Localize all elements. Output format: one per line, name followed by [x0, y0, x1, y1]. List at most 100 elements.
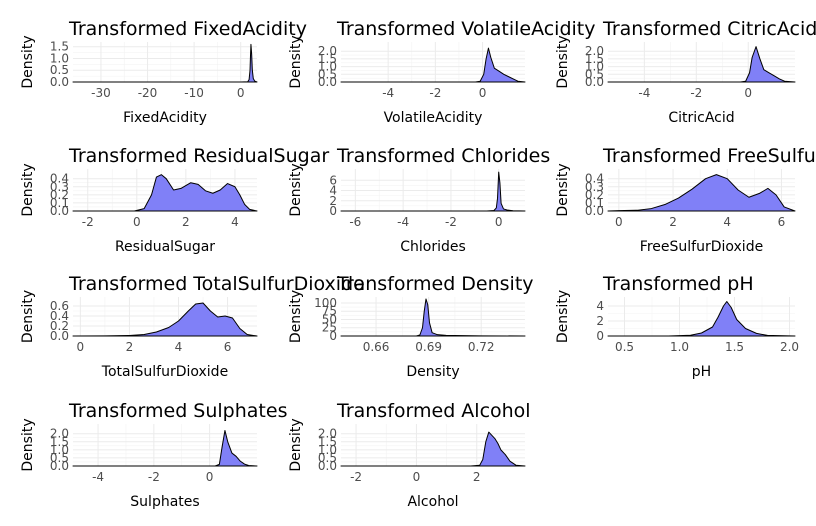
- y-tick-label: 1.0: [318, 60, 337, 74]
- panel-title: Transformed ResidualSugar: [68, 145, 329, 167]
- y-tick-label: 2.0: [585, 44, 604, 58]
- x-tick-label: 0.66: [363, 340, 390, 354]
- minor-grid: [608, 297, 795, 336]
- y-tick-label: 0.5: [50, 63, 69, 77]
- y-tick-label: 0.3: [585, 180, 604, 194]
- y-tick-label: 0.4: [585, 172, 604, 186]
- y-tick-label: 0.5: [318, 451, 337, 465]
- density-panel-8: 0.5 1.0 1.5 2.0 024 pH Density Transformed pH: [555, 273, 799, 380]
- x-tick-label: -4: [382, 86, 394, 100]
- y-tick-label: 1.5: [318, 52, 337, 66]
- y-tick-label: 0.0: [318, 459, 337, 473]
- x-tick-label: 6: [224, 340, 232, 354]
- y-tick-label: 75: [322, 304, 337, 318]
- y-tick-label: 0.0: [50, 459, 69, 473]
- x-tick-label: 0.69: [415, 340, 442, 354]
- x-tick-label: 1.5: [725, 340, 744, 354]
- y-tick-label: 0.3: [50, 180, 69, 194]
- y-tick-label: 2.0: [318, 44, 337, 58]
- y-tick-label: 0: [329, 329, 337, 343]
- x-axis-title: Density: [406, 364, 459, 380]
- y-tick-label: 4: [329, 184, 337, 198]
- x-tick-label: 0: [237, 86, 245, 100]
- y-tick-label: 0.0: [585, 75, 604, 89]
- y-tick-label: 0.0: [318, 75, 337, 89]
- x-tick-label: -2: [350, 470, 362, 484]
- y-tick-label: 0.2: [585, 188, 604, 202]
- x-tick-label: 4: [231, 215, 239, 229]
- panel-title: Transformed Sulphates: [68, 400, 287, 422]
- density-area: [72, 302, 258, 337]
- x-tick-label: -10: [184, 86, 204, 100]
- y-tick-label: 0.0: [585, 204, 604, 218]
- x-tick-label: 4: [723, 215, 731, 229]
- y-tick-label: 0.6: [50, 299, 69, 313]
- x-axis-title: FixedAcidity: [123, 110, 207, 126]
- density-area: [340, 431, 526, 467]
- x-tick-label: -2: [445, 215, 457, 229]
- y-tick-label: 0: [329, 204, 337, 218]
- panel-title: Transformed FreeSulfurDioxide: [602, 145, 816, 167]
- y-axis-title: Density: [288, 290, 304, 343]
- density-area: [340, 298, 526, 337]
- x-tick-label: 6: [778, 215, 786, 229]
- y-axis-title: Density: [288, 163, 304, 216]
- panel-title: Transformed CitricAcid: [602, 18, 816, 40]
- x-tick-label: -4: [638, 86, 650, 100]
- density-area: [340, 171, 526, 212]
- x-axis-title: ResidualSugar: [115, 239, 215, 255]
- density-panel-5: 0 2 4 6 0.00.10.20.30.4 FreeSulfurDioxide Dens…: [555, 145, 816, 255]
- y-tick-label: 0.4: [50, 309, 69, 323]
- density-area: [607, 301, 796, 337]
- density-panel-1: -4 -2 0 0.00.51.01.52.0 VolatileAcidity Densi…: [288, 18, 596, 126]
- panel-title: Transformed Alcohol: [336, 400, 531, 422]
- y-tick-label: 1.0: [50, 443, 69, 457]
- x-tick-label: 0: [413, 470, 421, 484]
- y-tick-label: 1.0: [50, 51, 69, 65]
- y-tick-label: 4: [596, 299, 604, 313]
- density-area: [72, 429, 258, 467]
- x-tick-label: -2: [82, 215, 94, 229]
- y-axis-title: Density: [555, 290, 571, 343]
- density-area: [607, 174, 796, 212]
- x-tick-label: -4: [92, 470, 104, 484]
- density-panel-9: -4 -2 0 0.00.51.01.52.0 Sulphates Density Tran…: [20, 400, 287, 510]
- y-tick-label: 0.0: [50, 75, 69, 89]
- x-tick-label: 1.0: [670, 340, 689, 354]
- y-axis-title: Density: [20, 35, 36, 88]
- y-axis-title: Density: [20, 418, 36, 471]
- minor-grid: [73, 42, 257, 82]
- panel-title: Transformed Density: [336, 273, 534, 295]
- panel-title: Transformed VolatileAcidity: [336, 18, 596, 40]
- x-axis-title: Sulphates: [130, 494, 199, 510]
- x-tick-label: 0.5: [615, 340, 634, 354]
- x-axis-title: Chlorides: [400, 239, 466, 255]
- y-tick-label: 0: [596, 329, 604, 343]
- y-tick-label: 2.0: [318, 427, 337, 441]
- panel-title: Transformed TotalSulfurDioxide: [68, 273, 365, 295]
- x-tick-label: -2: [690, 86, 702, 100]
- x-tick-label: 0: [133, 215, 141, 229]
- panel-title: Transformed pH: [602, 273, 754, 295]
- x-tick-label: -2: [429, 86, 441, 100]
- y-tick-label: 2.0: [50, 427, 69, 441]
- y-tick-label: 1.5: [585, 52, 604, 66]
- panel-title: Transformed Chlorides: [336, 145, 550, 167]
- density-area: [607, 46, 796, 83]
- y-tick-label: 0.0: [50, 329, 69, 343]
- y-tick-label: 0.2: [50, 188, 69, 202]
- y-tick-label: 2: [329, 194, 337, 208]
- x-tick-label: 0: [206, 470, 214, 484]
- x-axis-title: Alcohol: [407, 494, 458, 510]
- x-tick-label: 2: [126, 340, 134, 354]
- x-axis-title: TotalSulfurDioxide: [101, 364, 228, 380]
- y-tick-label: 0.5: [50, 451, 69, 465]
- x-tick-label: 0: [77, 340, 85, 354]
- y-axis-title: Density: [288, 35, 304, 88]
- y-axis-title: Density: [555, 163, 571, 216]
- density-area: [72, 174, 258, 212]
- x-axis-title: FreeSulfurDioxide: [640, 239, 763, 255]
- minor-grid: [341, 169, 525, 211]
